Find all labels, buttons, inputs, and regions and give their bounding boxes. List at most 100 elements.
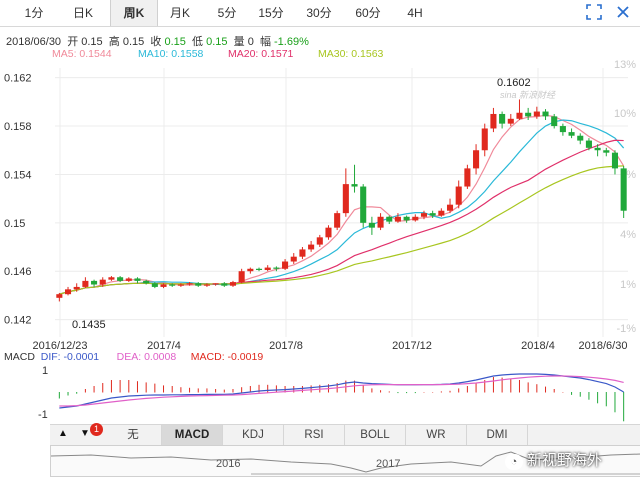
- price-tick: 0.142: [4, 315, 32, 327]
- tab-rsi[interactable]: RSI: [284, 425, 345, 445]
- watermark-text: 新视野海外: [527, 452, 603, 469]
- price-tick: 0.146: [4, 266, 32, 278]
- tab-30min[interactable]: 30分: [306, 6, 332, 20]
- candle-body: [316, 237, 323, 245]
- tab-60min[interactable]: 60分: [355, 6, 381, 20]
- candle-body: [186, 283, 193, 285]
- min-annotation: 0.1435: [72, 319, 106, 331]
- period-tab-bar: 1分 日K 周K 月K 5分 15分 30分 60分 4H: [0, 0, 640, 27]
- change-value: -1.69%: [274, 36, 309, 48]
- candle-body: [82, 280, 89, 287]
- date-tick: 2017/12: [392, 340, 432, 352]
- candle-body: [308, 244, 315, 250]
- chart-grid: [55, 68, 628, 337]
- candle-body: [247, 268, 254, 272]
- candle-body: [603, 150, 610, 153]
- wechat-icon: ◔: [505, 454, 523, 470]
- candle-body: [481, 128, 488, 151]
- candle-body: [490, 113, 497, 129]
- candle-body: [446, 204, 454, 211]
- macd-tick-bottom: -1: [38, 409, 48, 421]
- candle-body: [507, 118, 514, 124]
- close-icon[interactable]: [614, 4, 632, 22]
- candle-body: [577, 135, 584, 141]
- ma30-line: [59, 165, 624, 295]
- percent-tick: 10%: [614, 108, 636, 120]
- candle-body: [360, 186, 367, 223]
- triangle-down-icon[interactable]: ▼: [80, 428, 90, 439]
- percent-tick: -1%: [616, 323, 636, 335]
- fullscreen-icon[interactable]: [585, 4, 603, 22]
- candle-body: [238, 271, 245, 283]
- macd-chart: 1 -1: [38, 365, 625, 422]
- candle-body: [386, 216, 393, 222]
- candle-body: [108, 277, 115, 280]
- candle-body: [585, 140, 592, 148]
- candle-body: [117, 277, 124, 281]
- candle-series: [56, 99, 627, 302]
- volume-value: 0: [247, 36, 254, 48]
- percent-tick: 1%: [620, 279, 636, 291]
- candle-body: [73, 286, 80, 290]
- triangle-up-icon[interactable]: ▲: [58, 428, 68, 439]
- tab-4h[interactable]: 4H: [407, 6, 423, 20]
- tab-5min[interactable]: 5分: [217, 6, 237, 20]
- dea-label: DEA: 0.0008: [116, 351, 177, 363]
- ma5-label: MA5: 0.1544: [52, 48, 112, 60]
- candle-body: [533, 111, 540, 117]
- candle-body: [342, 184, 349, 214]
- close-label: 收: [150, 36, 162, 48]
- tab-15min[interactable]: 15分: [258, 6, 284, 20]
- dif-label: DIF: -0.0001: [40, 351, 100, 363]
- candle-body: [134, 278, 141, 281]
- candle-body: [125, 278, 132, 281]
- candle-body: [420, 213, 428, 217]
- tab-monthly-k[interactable]: 月K: [169, 6, 190, 20]
- tab-daily-k[interactable]: 日K: [72, 6, 93, 20]
- percent-tick: 13%: [614, 60, 636, 71]
- macd-name: MACD: [4, 351, 35, 363]
- date-tick: 2017/4: [147, 340, 181, 352]
- candle-body: [429, 213, 436, 216]
- candle-body: [290, 256, 297, 262]
- price-tick: 0.162: [4, 73, 32, 85]
- macd-legend: MACD DIF: -0.0001 DEA: 0.0008 MACD: -0.0…: [4, 351, 263, 363]
- dea-line: [59, 375, 624, 407]
- candle-body: [282, 261, 289, 269]
- tab-none[interactable]: 无: [105, 425, 162, 445]
- ma10-line: [59, 119, 625, 295]
- low-value: 0.15: [206, 36, 228, 48]
- candle-body: [151, 283, 158, 287]
- ma20-label: MA20: 0.1571: [228, 48, 294, 60]
- tab-macd[interactable]: MACD: [162, 425, 223, 445]
- candle-body: [169, 284, 176, 286]
- tab-boll[interactable]: BOLL: [345, 425, 406, 445]
- navigator-label-2016: 2016: [216, 458, 241, 470]
- time-navigator[interactable]: 2016 2017: [50, 445, 640, 477]
- tab-dmi[interactable]: DMI: [467, 425, 528, 445]
- alert-badge: 1: [90, 423, 103, 436]
- change-label: 幅: [259, 36, 271, 48]
- candle-body: [91, 280, 98, 285]
- candle-body: [473, 150, 480, 169]
- candle-body: [229, 282, 237, 286]
- tab-wr[interactable]: WR: [406, 425, 467, 445]
- candle-body: [568, 132, 575, 136]
- low-label: 低: [192, 36, 204, 48]
- tab-kdj[interactable]: KDJ: [223, 425, 284, 445]
- tab-1min[interactable]: 1分: [24, 6, 44, 20]
- candle-body: [255, 268, 263, 270]
- candle-body: [525, 112, 532, 117]
- indicator-tab-bar: ▲ ▼ 1 无 MACD KDJ RSI BOLL WR DMI: [50, 423, 640, 446]
- ohlc-info: 2018/06/30 开 0.15 高 0.15 收 0.15 低 0.15 量…: [6, 33, 309, 49]
- date-tick: 2016/12/23: [32, 340, 87, 352]
- price-axis: 0.162 0.158 0.154 0.15 0.146 0.142: [4, 73, 32, 327]
- ma30-label: MA30: 0.1563: [318, 48, 384, 60]
- candle-body: [368, 222, 375, 228]
- watermark: ◔ 新视野海外: [505, 449, 602, 470]
- quote-date: 2018/06/30: [6, 36, 62, 48]
- ma10-label: MA10: 0.1558: [138, 48, 204, 60]
- ma5-line: [59, 114, 625, 295]
- tab-weekly-k[interactable]: 周K: [110, 0, 158, 26]
